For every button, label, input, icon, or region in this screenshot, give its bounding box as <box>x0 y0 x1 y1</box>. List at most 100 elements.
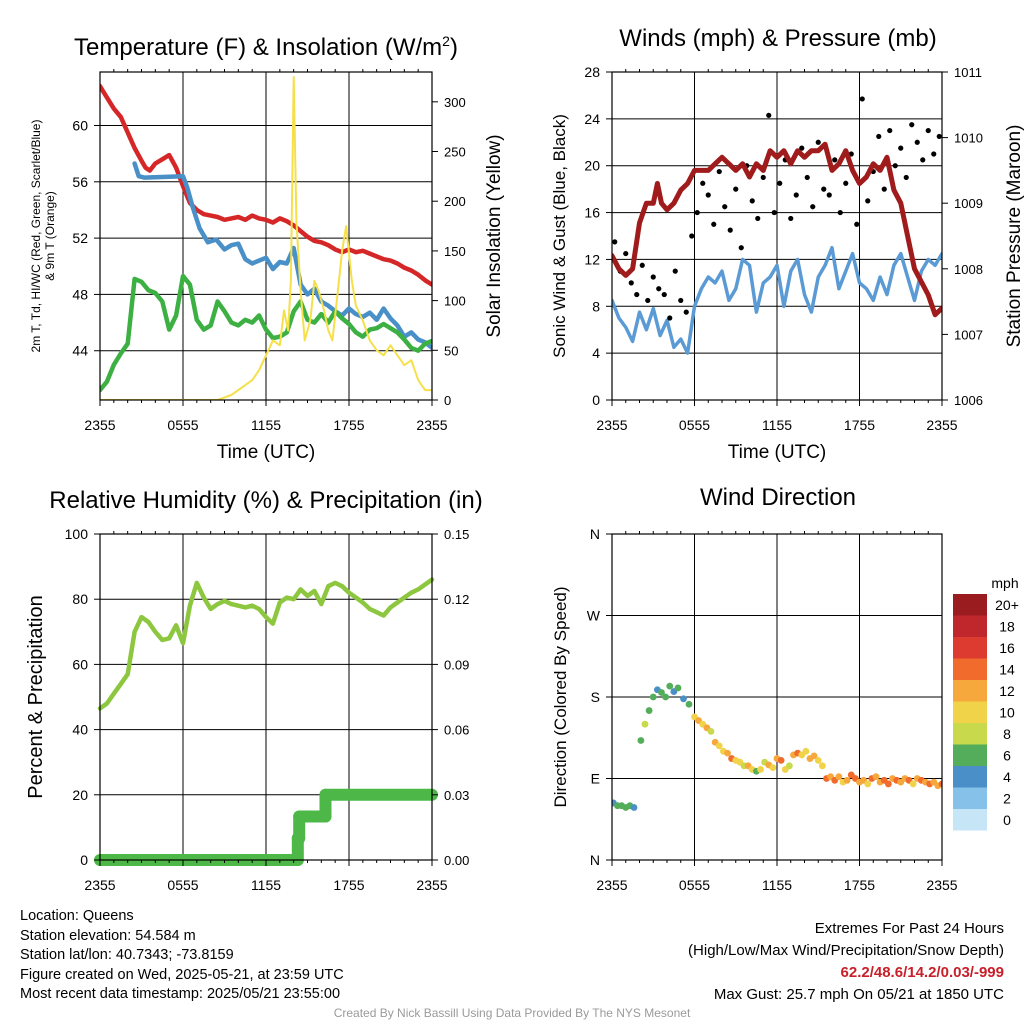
y-axis-label: 2m T, Td, HI/WC (Red, Green, Scarlet/Blu… <box>29 120 57 353</box>
y-tick-label: 100 <box>65 526 89 542</box>
direction-point <box>685 700 693 708</box>
created-text: Figure created on Wed, 2025-05-21, at 23… <box>20 966 344 983</box>
y2-tick-label: 200 <box>444 194 466 209</box>
y-tick-label: 0 <box>592 392 600 408</box>
y2-tick-label: 1011 <box>954 65 982 80</box>
gust-point <box>705 192 711 198</box>
y-tick-label: S <box>591 689 600 705</box>
y2-tick-label: 250 <box>444 145 466 160</box>
humidity-precip-chart: 2355 0555 1155 1755 2355 0 20 40 60 80 100 0.00 0.03… <box>25 487 483 893</box>
y2-tick-label: 0.09 <box>444 657 469 672</box>
legend-label: 12 <box>999 683 1015 699</box>
series-group <box>612 96 942 355</box>
x-tick-label: 0555 <box>679 417 710 433</box>
gust-point <box>876 133 882 140</box>
y2-axis-label: Station Pressure (Maroon) <box>1004 125 1024 348</box>
gust-point <box>634 291 640 298</box>
y-tick-label: 24 <box>584 111 600 127</box>
y-tick-label: 48 <box>72 286 88 302</box>
y-tick-label: 40 <box>72 722 88 738</box>
latlon-text: Station lat/lon: 40.7343; -73.8159 <box>20 947 234 963</box>
series-line-0 <box>97 577 435 711</box>
y2-tick-label: 0.15 <box>444 527 469 542</box>
gust-point <box>903 174 909 181</box>
gust-point <box>771 209 777 216</box>
y-tick-label: 8 <box>592 298 600 314</box>
gust-point <box>914 139 920 145</box>
gust-point <box>760 174 766 181</box>
legend-title: mph <box>991 575 1018 591</box>
y2-tick-label: 1008 <box>954 262 983 277</box>
legend-label: 6 <box>1003 747 1011 763</box>
gust-point <box>700 180 706 186</box>
y-tick-label: 0 <box>80 852 88 868</box>
direction-point <box>814 756 822 764</box>
y-axis-label: Sonic Wind & Gust (Blue, Black) <box>550 114 569 358</box>
y-tick-label: 20 <box>584 158 600 174</box>
credit-text: Created By Nick Bassill Using Data Provi… <box>333 1006 691 1020</box>
x-tick-label: 1155 <box>251 417 281 433</box>
y2-tick-label: 0.00 <box>444 853 469 868</box>
direction-point <box>757 766 764 773</box>
gust-point <box>799 145 805 151</box>
gust-point <box>788 215 794 222</box>
direction-point <box>630 804 638 811</box>
direction-point <box>810 752 818 760</box>
legend-label: 18 <box>999 618 1015 634</box>
legend-swatch <box>953 615 987 637</box>
gust-point <box>832 157 838 163</box>
y2-tick-label: 0.06 <box>444 723 469 738</box>
y-axis-label-line: & 9m T (Orange) <box>43 191 57 281</box>
legend-swatch <box>953 637 987 659</box>
x-tick-label: 1755 <box>844 417 875 433</box>
y2-tick-label: 1007 <box>954 327 983 342</box>
series-line-0 <box>100 83 432 287</box>
gust-point <box>826 192 832 198</box>
direction-point <box>707 728 715 735</box>
y-axis-label: Percent & Precipitation <box>25 595 47 798</box>
y2-tick-label: 50 <box>444 343 458 358</box>
legend-label: 8 <box>1003 726 1011 742</box>
gust-point <box>821 186 827 192</box>
gust-point <box>672 268 678 274</box>
legend-label: 14 <box>999 661 1015 677</box>
gust-point <box>639 262 645 268</box>
direction-point <box>777 756 785 764</box>
direction-point <box>909 780 917 788</box>
gust-point <box>683 309 689 315</box>
gust-point <box>854 221 860 227</box>
y-tick-label: 16 <box>584 205 600 221</box>
direction-point <box>666 682 674 690</box>
gust-point <box>694 209 700 216</box>
gust-point <box>645 297 651 304</box>
gust-point <box>837 209 843 216</box>
chart-title: Winds (mph) & Pressure (mb) <box>619 25 936 52</box>
x-tick-label: 0555 <box>679 877 710 893</box>
wind-direction-chart: 2355 0555 1155 1755 2355 N E S W N Wind Direction D… <box>551 484 1019 893</box>
direction-point <box>769 764 777 772</box>
chart-title: Temperature (F) & Insolation (W/m2) <box>74 33 458 61</box>
y-tick-label: 56 <box>72 174 88 190</box>
direction-point <box>645 707 653 714</box>
gust-point <box>689 233 695 239</box>
x-tick-label: 2355 <box>84 877 115 893</box>
legend-label: 4 <box>1003 769 1011 785</box>
legend-swatch <box>953 809 987 831</box>
legend-swatch <box>953 744 987 766</box>
gust-point <box>777 180 783 186</box>
extremes-values: 62.2/48.6/14.2/0.03/-999 <box>840 964 1004 981</box>
gust-point <box>727 227 733 233</box>
x-axis-label: Time (UTC) <box>728 442 827 463</box>
direction-point <box>649 693 657 701</box>
direction-point <box>864 780 872 788</box>
y-tick-label: 44 <box>72 343 88 359</box>
x-tick-label: 2355 <box>596 417 627 433</box>
gust-point <box>898 145 904 151</box>
direction-point <box>802 747 810 755</box>
x-tick-label: 1755 <box>333 877 364 893</box>
location-text: Location: Queens <box>20 908 134 924</box>
legend-label: 20+ <box>995 597 1019 613</box>
direction-point <box>818 762 826 770</box>
gust-point <box>887 127 893 134</box>
